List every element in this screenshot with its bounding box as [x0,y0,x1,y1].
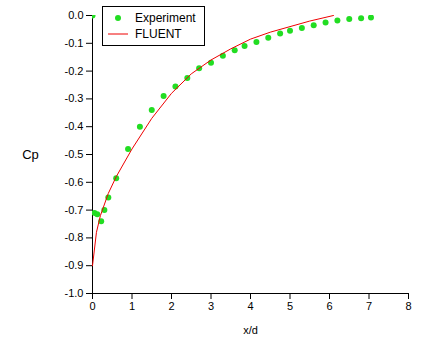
svg-text:3: 3 [208,300,214,312]
svg-text:-0.3: -0.3 [65,92,84,104]
svg-text:1: 1 [129,300,135,312]
svg-text:-1.0: -1.0 [65,287,84,299]
svg-text:-0.9: -0.9 [65,259,84,271]
svg-text:-0.2: -0.2 [65,65,84,77]
html-text:FLUENT: FLUENT [135,27,182,41]
svg-text:-0.7: -0.7 [65,204,84,216]
svg-text:0.0: 0.0 [68,9,83,21]
svg-text:-0.4: -0.4 [65,120,84,132]
svg-text:-0.5: -0.5 [65,148,84,160]
svg-text:4: 4 [247,300,253,312]
svg-text:6: 6 [326,300,332,312]
svg-text:0: 0 [89,300,95,312]
svg-text:7: 7 [366,300,372,312]
svg-text:Cp: Cp [22,147,39,162]
svg-text:2: 2 [168,300,174,312]
svg-text:-0.6: -0.6 [65,176,84,188]
svg-text:8: 8 [405,300,411,312]
svg-text:-0.8: -0.8 [65,231,84,243]
html-text:Experiment: Experiment [135,11,196,25]
svg-text:5: 5 [287,300,293,312]
svg-text:-0.1: -0.1 [65,37,84,49]
svg-text:x/d: x/d [243,324,258,336]
